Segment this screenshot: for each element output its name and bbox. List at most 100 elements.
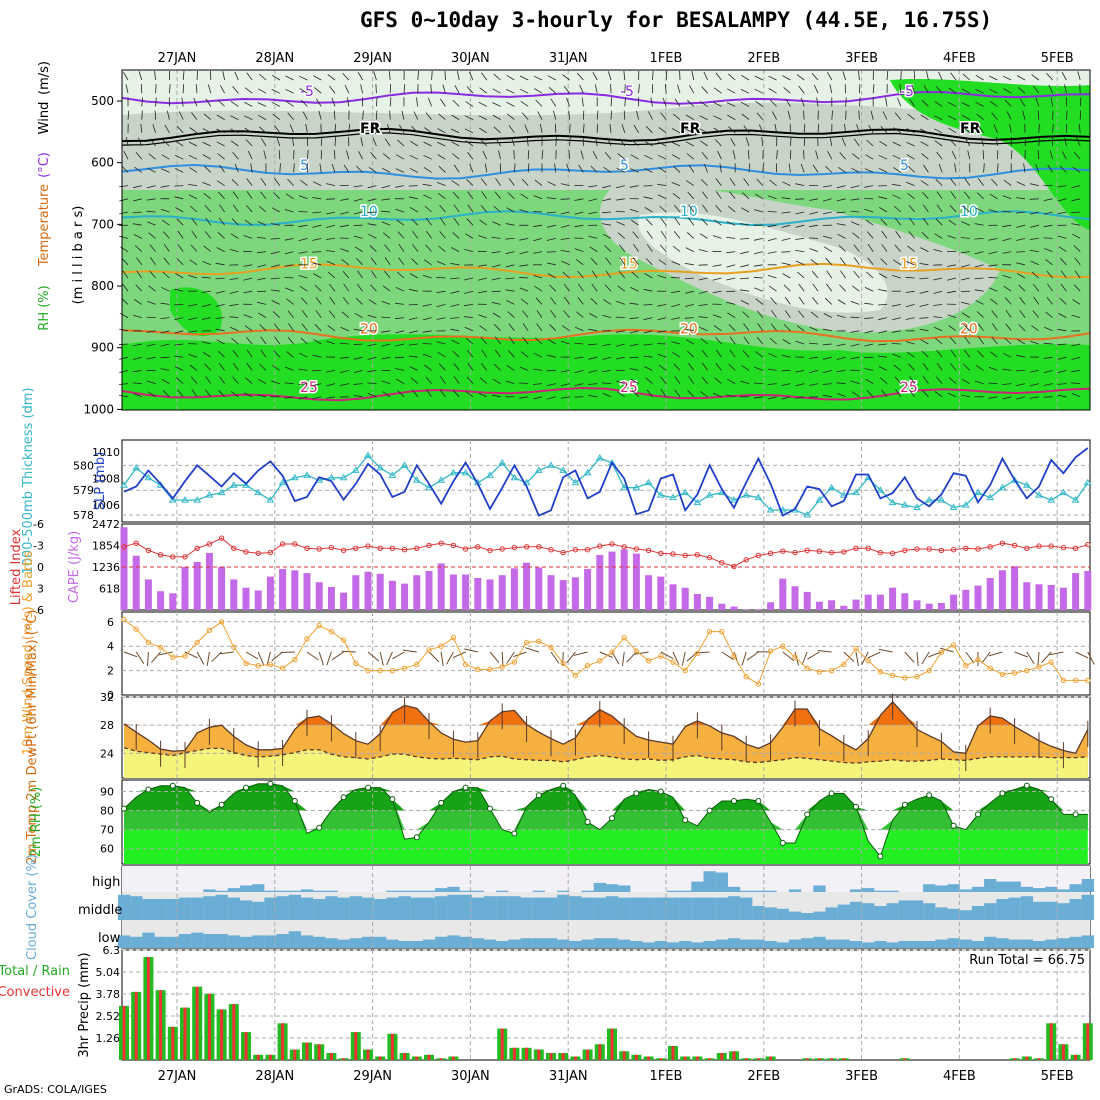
wind-barb-10m xyxy=(981,651,991,664)
cloud-bar xyxy=(1020,886,1033,892)
wind-barb xyxy=(923,85,929,94)
wind-barb xyxy=(893,205,902,213)
wind-barb xyxy=(492,102,501,107)
wind-barb xyxy=(160,185,170,188)
wind-barb xyxy=(395,168,405,173)
wind-barb xyxy=(657,141,667,147)
wind-barb xyxy=(298,396,308,400)
wind-barb xyxy=(450,328,460,332)
thickness-marker xyxy=(815,496,824,503)
wind-barb xyxy=(1002,195,1012,200)
wind-barb xyxy=(550,310,557,318)
wind-barb xyxy=(745,137,750,147)
wind-barb xyxy=(788,163,791,173)
isotherm-label: 10 xyxy=(360,204,378,220)
wind-barb xyxy=(244,127,253,134)
wind-barb xyxy=(493,73,501,81)
cloud-bar xyxy=(618,885,631,892)
lifted-index-marker xyxy=(1060,544,1067,551)
wind-barb xyxy=(610,110,612,120)
wind-barb xyxy=(204,231,212,239)
wind-barb xyxy=(727,88,736,94)
wind-barb xyxy=(781,262,791,266)
wind-barb xyxy=(466,376,474,384)
precip-convective-bar xyxy=(390,1033,394,1060)
wind-barb-10m xyxy=(916,651,919,666)
wind-barb xyxy=(831,110,833,120)
wind-barb xyxy=(590,165,598,173)
wind-barb xyxy=(905,304,915,308)
wind-barb xyxy=(1029,211,1039,215)
wind-barb xyxy=(465,233,474,239)
wind-barb xyxy=(1016,224,1026,228)
date-label-top: 1FEB xyxy=(650,51,683,66)
wind-barb xyxy=(216,339,225,345)
cape-bar xyxy=(425,571,433,610)
cloud-bar xyxy=(947,938,960,948)
cape-bar xyxy=(645,575,653,610)
wind-barb xyxy=(1004,297,1012,305)
wind-barb xyxy=(382,232,391,239)
rh-marker xyxy=(901,801,908,808)
wind-barb xyxy=(826,283,833,292)
wind-barb xyxy=(325,198,336,200)
temp-tick-label: 28 xyxy=(100,719,114,732)
wind-barb xyxy=(803,136,806,147)
wind-barb xyxy=(1019,310,1026,318)
wind-barb xyxy=(997,150,999,160)
wind-barb xyxy=(729,191,736,200)
wind-barb xyxy=(1002,238,1012,242)
wind-barb xyxy=(560,396,570,399)
lifted-tick-label: -6 xyxy=(33,518,44,531)
wind-barb-10m xyxy=(681,651,686,666)
wind-barb xyxy=(797,271,805,279)
wind-barb xyxy=(122,283,129,292)
wind-barb xyxy=(589,246,598,252)
cloud-bar xyxy=(178,897,192,920)
wind-barb xyxy=(588,211,598,215)
wind-barb xyxy=(631,271,639,279)
wind-barb xyxy=(245,377,253,384)
cloud-bar xyxy=(886,890,899,892)
cloud-bar xyxy=(532,890,545,892)
wind-barb xyxy=(809,248,819,252)
wind-barb xyxy=(742,311,750,318)
wind-barb xyxy=(1057,235,1067,239)
wind-barb xyxy=(146,185,156,189)
cape-bar xyxy=(352,575,360,610)
cape-bar xyxy=(1059,587,1067,610)
wind-barb xyxy=(353,211,363,215)
wind-barb xyxy=(508,350,515,358)
wind-barb xyxy=(809,198,819,201)
wind-barb xyxy=(645,258,653,266)
wind-barb xyxy=(230,140,239,147)
wind-barb xyxy=(588,343,598,346)
wind-barb xyxy=(346,150,350,160)
wind-barb xyxy=(478,115,487,120)
wind-barb xyxy=(353,395,363,398)
wind-barb xyxy=(334,123,336,133)
wind-barb xyxy=(739,238,750,240)
wind-barb xyxy=(993,124,998,133)
cloud-bar xyxy=(654,897,667,920)
wind-barb xyxy=(286,298,294,305)
wind-barb xyxy=(218,191,225,200)
cloud-bar xyxy=(142,932,155,948)
lifted-index-marker xyxy=(975,546,981,552)
wind-barb-10m xyxy=(782,651,795,661)
wind-barb xyxy=(1057,185,1067,188)
wind-barb xyxy=(436,182,446,186)
wind-barb xyxy=(560,198,570,200)
wind-barb xyxy=(327,74,336,81)
wind-barb xyxy=(132,370,142,373)
rh-marker xyxy=(462,784,469,791)
wind-barb xyxy=(740,289,750,292)
wind-barb xyxy=(482,150,488,160)
wind-barb xyxy=(511,137,515,147)
wind-barb xyxy=(726,102,736,107)
wind-speed-marker xyxy=(145,639,152,646)
wind-barb xyxy=(762,163,764,173)
wind-barb-10m xyxy=(904,651,915,663)
wind-barb xyxy=(700,140,708,147)
wind-barb xyxy=(369,245,377,252)
